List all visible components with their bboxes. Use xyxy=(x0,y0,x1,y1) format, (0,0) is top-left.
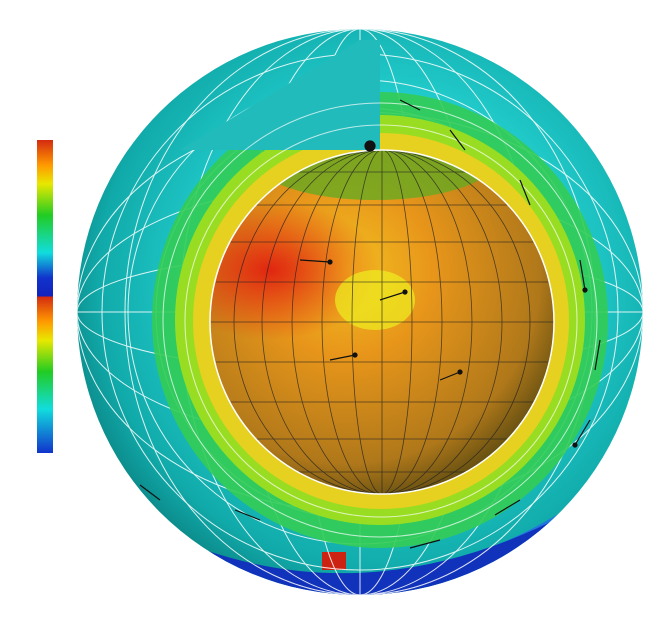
velocity-vectors xyxy=(139,99,601,549)
color-bar xyxy=(37,140,53,453)
